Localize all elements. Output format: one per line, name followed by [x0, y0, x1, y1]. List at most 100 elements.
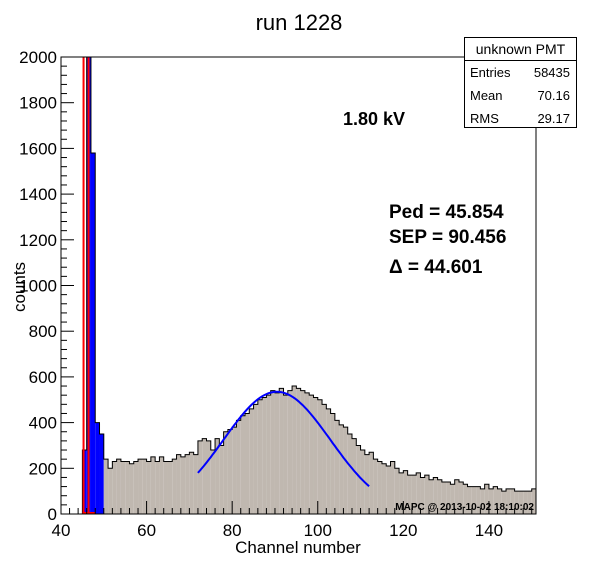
histogram-bin: [133, 461, 139, 514]
sep-annotation: SEP = 90.456: [389, 227, 506, 248]
histogram-bin: [210, 450, 216, 514]
histogram-bin: [463, 484, 468, 514]
histogram-bin: [420, 477, 425, 514]
stats-label: Mean: [470, 88, 503, 103]
histogram-bin: [317, 399, 323, 514]
histogram-bin: [501, 491, 507, 514]
stats-row-rms: RMS 29.17: [465, 107, 576, 130]
histogram-bin: [95, 422, 100, 514]
histogram-bin: [112, 461, 117, 514]
stats-label: Entries: [470, 65, 511, 80]
histogram-bin: [90, 152, 96, 514]
histogram-bin: [369, 452, 374, 514]
histogram-bin: [527, 491, 532, 514]
histogram-bin: [523, 491, 528, 514]
x-tick-label: 100: [304, 521, 332, 540]
histogram-bin: [433, 477, 438, 514]
histogram-bin: [185, 454, 190, 514]
histogram-bin: [163, 461, 168, 514]
histogram-bin: [245, 413, 250, 514]
histogram-bin: [531, 488, 536, 514]
x-tick-label: 40: [52, 521, 71, 540]
histogram-bin: [322, 404, 327, 514]
histogram-bin: [240, 415, 246, 514]
histogram-bin: [197, 440, 203, 514]
histogram-bin: [339, 424, 344, 514]
y-tick-label: 1800: [19, 94, 57, 113]
histogram-bin: [518, 491, 524, 514]
y-tick-label: 600: [29, 368, 57, 387]
histogram-bin: [351, 438, 357, 514]
histogram-bin: [138, 459, 143, 514]
histogram-bin: [219, 445, 224, 514]
histogram-bin: [360, 450, 365, 514]
histogram-bin: [343, 427, 348, 514]
histogram-bin: [429, 479, 434, 514]
histogram-bin: [441, 482, 447, 514]
histogram-bin: [386, 466, 391, 514]
histogram-bin: [257, 399, 263, 514]
histogram-bin: [458, 482, 464, 514]
y-tick-label: 1200: [19, 231, 57, 250]
histogram-bin: [476, 486, 481, 514]
histogram-bin: [129, 463, 134, 514]
histogram-bin: [159, 456, 164, 514]
histogram-bin: [381, 463, 387, 514]
ped-annotation: Ped = 45.854: [389, 202, 504, 223]
histogram-bin: [390, 461, 395, 514]
plot-area: [60, 56, 537, 515]
x-tick-label: 60: [137, 521, 156, 540]
histogram-bin: [506, 488, 511, 514]
histogram-bin: [399, 472, 404, 514]
y-tick-label: 2000: [19, 48, 57, 67]
histogram-bin: [471, 486, 477, 514]
x-axis-label: Channel number: [235, 538, 361, 557]
axes: 40 60 80 100 120 1400200400600800100012001400…: [19, 48, 533, 540]
y-tick-label: 200: [29, 459, 57, 478]
histogram-bin: [266, 395, 271, 514]
histogram-bin: [300, 390, 305, 514]
histogram-bin: [167, 461, 173, 514]
histogram-bin: [510, 488, 515, 514]
histogram-bin: [407, 475, 412, 514]
histogram-bin: [514, 491, 519, 514]
histogram-bin: [193, 454, 198, 514]
y-tick-label: 0: [48, 505, 57, 524]
histogram-bin: [394, 468, 400, 514]
histogram-bin: [99, 434, 104, 514]
voltage-annotation: 1.80 kV: [343, 109, 405, 129]
histogram-bin: [416, 472, 421, 514]
y-tick-label: 1600: [19, 139, 57, 158]
histogram-outline: [61, 56, 536, 515]
y-axis-label: counts: [10, 262, 29, 312]
histogram-bin: [437, 479, 442, 514]
chart-title: run 1228: [256, 10, 343, 35]
footer-annotation: MAPC @ 2013-10-02 18:10:02: [395, 502, 534, 513]
histogram-bin: [176, 454, 181, 514]
y-tick-label: 800: [29, 322, 57, 341]
y-tick-label: 1400: [19, 185, 57, 204]
histogram-bin: [232, 427, 237, 514]
histogram-bin: [202, 438, 207, 514]
stats-value: 29.17: [537, 111, 570, 126]
histogram-bin: [292, 386, 297, 514]
histogram-bin: [249, 408, 254, 514]
histogram-bin: [120, 461, 126, 514]
stats-value: 70.16: [537, 88, 570, 103]
stats-row-entries: Entries 58435: [465, 61, 576, 84]
histogram-bin: [373, 459, 378, 514]
histogram-bin: [493, 486, 498, 514]
stats-box: unknown PMT Entries 58435 Mean 70.16 RMS…: [464, 37, 577, 128]
histogram-bin: [330, 413, 335, 514]
y-tick-label: 1000: [19, 277, 57, 296]
histogram-bin: [150, 456, 156, 514]
histogram-bin: [189, 452, 194, 514]
histogram-bin: [180, 456, 186, 514]
histogram-bin: [326, 408, 331, 514]
histogram-bin: [467, 486, 472, 514]
histogram-bin: [454, 479, 459, 514]
histogram-bin: [313, 397, 318, 514]
histogram-bin: [480, 488, 485, 514]
histogram-bin: [283, 395, 288, 514]
histogram-bin: [155, 461, 160, 514]
